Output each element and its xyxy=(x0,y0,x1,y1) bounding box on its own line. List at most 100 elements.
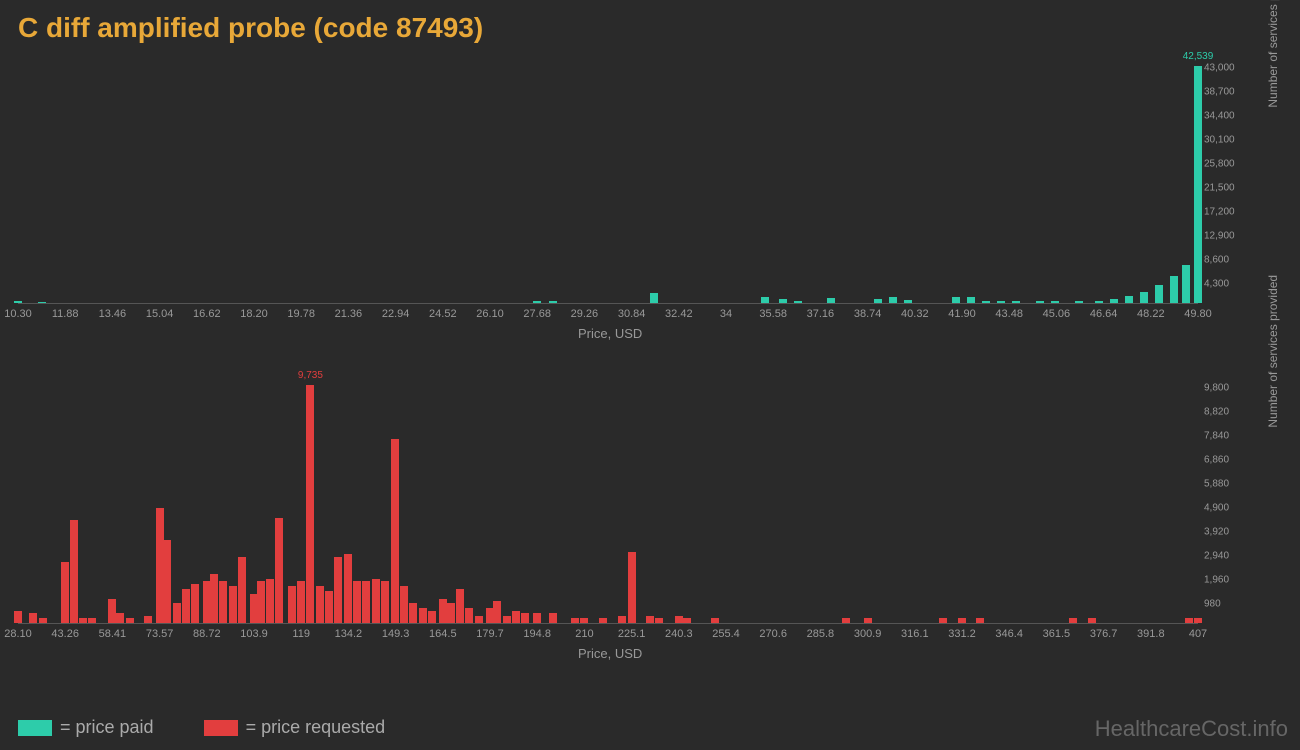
plot-area-2: 9801,9602,9403,9204,9005,8806,8607,8408,… xyxy=(18,384,1198,624)
bar xyxy=(297,581,305,623)
bar xyxy=(646,616,654,623)
bar xyxy=(549,301,557,303)
bar xyxy=(1069,618,1077,623)
bar xyxy=(126,618,134,623)
bar xyxy=(683,618,691,623)
bar xyxy=(447,603,455,623)
bar xyxy=(266,579,274,623)
y-axis-label-1: Number of services provided xyxy=(1266,0,1280,108)
x-tick-label: 210 xyxy=(575,628,593,640)
bar xyxy=(827,298,835,303)
bar xyxy=(409,603,417,623)
y-tick-label: 5,880 xyxy=(1204,479,1229,490)
x-tick-label: 34 xyxy=(720,308,732,320)
x-tick-label: 16.62 xyxy=(193,308,221,320)
y-tick-label: 25,800 xyxy=(1204,159,1235,170)
y-tick-label: 4,300 xyxy=(1204,279,1229,290)
bar xyxy=(79,618,87,623)
bar xyxy=(580,618,588,623)
bar xyxy=(362,581,370,623)
x-tick-label: 331.2 xyxy=(948,628,976,640)
bar xyxy=(842,618,850,623)
bar xyxy=(1088,618,1096,623)
bar xyxy=(1051,301,1059,303)
x-tick-label: 24.52 xyxy=(429,308,457,320)
x-tick-label: 48.22 xyxy=(1137,308,1165,320)
max-value-label: 9,735 xyxy=(298,370,323,381)
y-tick-label: 34,400 xyxy=(1204,111,1235,122)
x-axis-label-2: Price, USD xyxy=(578,646,642,661)
bar xyxy=(144,616,152,623)
x-tick-label: 41.90 xyxy=(948,308,976,320)
chart-price-requested: 9801,9602,9403,9204,9005,8806,8607,8408,… xyxy=(18,384,1300,664)
x-tick-label: 49.80 xyxy=(1184,308,1212,320)
bar xyxy=(1075,301,1083,303)
x-tick-label: 119 xyxy=(292,628,310,640)
bar xyxy=(475,616,483,623)
y-tick-label: 21,500 xyxy=(1204,183,1235,194)
bar xyxy=(503,616,511,623)
x-tick-label: 43.48 xyxy=(995,308,1023,320)
y-axis-label-2: Number of services provided xyxy=(1266,275,1280,428)
bar xyxy=(219,581,227,623)
x-tick-label: 270.6 xyxy=(759,628,787,640)
bar xyxy=(325,591,333,623)
bar xyxy=(521,613,529,623)
bar xyxy=(1036,301,1044,303)
bar xyxy=(571,618,579,623)
y-tick-label: 2,940 xyxy=(1204,551,1229,562)
x-tick-label: 46.64 xyxy=(1090,308,1118,320)
x-tick-label: 28.10 xyxy=(4,628,32,640)
bar xyxy=(939,618,947,623)
legend-label-paid: = price paid xyxy=(60,717,154,738)
x-tick-label: 240.3 xyxy=(665,628,693,640)
x-tick-label: 32.42 xyxy=(665,308,693,320)
bar xyxy=(650,293,658,303)
bar xyxy=(391,439,399,623)
x-tick-label: 10.30 xyxy=(4,308,32,320)
x-tick-label: 225.1 xyxy=(618,628,646,640)
bar xyxy=(512,611,520,623)
x-tick-label: 73.57 xyxy=(146,628,174,640)
y-tick-label: 12,900 xyxy=(1204,231,1235,242)
y-tick-label: 6,860 xyxy=(1204,455,1229,466)
x-tick-label: 18.20 xyxy=(240,308,268,320)
bar xyxy=(958,618,966,623)
x-tick-label: 194.8 xyxy=(523,628,551,640)
bar xyxy=(14,611,22,623)
bar xyxy=(229,586,237,623)
bar xyxy=(1182,265,1190,303)
y-tick-label: 980 xyxy=(1204,599,1221,610)
bar xyxy=(61,562,69,623)
x-tick-label: 45.06 xyxy=(1043,308,1071,320)
x-tick-label: 22.94 xyxy=(382,308,410,320)
x-tick-label: 134.2 xyxy=(335,628,363,640)
x-tick-label: 27.68 xyxy=(523,308,551,320)
x-tick-label: 316.1 xyxy=(901,628,929,640)
y-tick-label: 8,600 xyxy=(1204,255,1229,266)
legend-swatch-paid xyxy=(18,720,52,736)
bar xyxy=(465,608,473,623)
bar xyxy=(761,297,769,303)
bar xyxy=(1012,301,1020,303)
bar xyxy=(372,579,380,623)
x-tick-label: 38.74 xyxy=(854,308,882,320)
legend: = price paid = price requested xyxy=(18,717,385,738)
chart-price-paid: 4,3008,60012,90017,20021,50025,80030,100… xyxy=(18,64,1300,344)
y-tick-label: 38,700 xyxy=(1204,87,1235,98)
bar xyxy=(628,552,636,623)
bar xyxy=(889,297,897,303)
watermark: HealthcareCost.info xyxy=(1095,716,1288,742)
bar xyxy=(238,557,246,623)
y-tick-label: 43,000 xyxy=(1204,63,1235,74)
bar xyxy=(70,520,78,623)
bar xyxy=(1155,285,1163,303)
bar xyxy=(316,586,324,623)
bar xyxy=(344,554,352,623)
x-tick-label: 43.26 xyxy=(51,628,79,640)
y-tick-label: 7,840 xyxy=(1204,431,1229,442)
bar xyxy=(108,599,116,623)
legend-swatch-requested xyxy=(204,720,238,736)
bar xyxy=(982,301,990,303)
x-tick-label: 58.41 xyxy=(99,628,127,640)
